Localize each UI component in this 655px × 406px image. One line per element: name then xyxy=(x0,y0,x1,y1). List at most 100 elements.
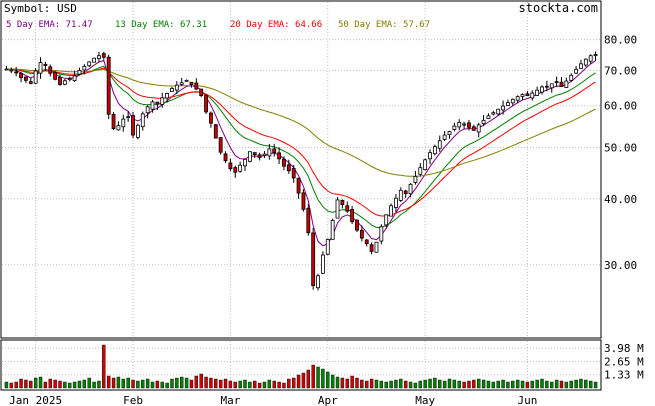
candle-body xyxy=(204,95,208,113)
candle-body xyxy=(442,134,447,140)
volume-bar xyxy=(394,379,398,389)
candle-body xyxy=(574,68,578,74)
candle-body xyxy=(369,244,374,252)
volume-bar xyxy=(447,378,452,389)
candle-body xyxy=(24,76,28,81)
volume-tick-label: 3.98 M xyxy=(604,342,644,355)
candle-body xyxy=(549,83,554,89)
candle-body xyxy=(520,94,525,97)
volume-bar xyxy=(423,379,427,389)
volume-bar xyxy=(408,381,413,389)
candle-body xyxy=(189,81,194,85)
candle-body xyxy=(306,207,311,234)
volume-bar xyxy=(262,381,267,389)
volume-bar xyxy=(180,376,184,389)
candle-body xyxy=(14,71,19,74)
volume-bar xyxy=(150,381,155,389)
candle-body xyxy=(359,230,364,239)
candle-body xyxy=(48,66,53,74)
volume-bar xyxy=(68,382,72,389)
date-tick-label: Jun xyxy=(517,394,537,406)
symbol-label: Symbol: USD xyxy=(4,2,77,15)
candle-body xyxy=(111,114,116,130)
volume-bar xyxy=(199,373,203,389)
candle-body xyxy=(476,124,481,133)
candle-body xyxy=(569,74,574,81)
candle-body xyxy=(165,93,170,99)
candle-body xyxy=(583,58,588,66)
candle-body xyxy=(564,80,569,88)
candle-body xyxy=(33,70,38,84)
candle-body xyxy=(209,112,213,124)
date-axis-labels: Jan 2025 Feb Mar Apr May Jun xyxy=(9,394,537,406)
date-tick-label: May xyxy=(415,394,435,406)
volume-bar xyxy=(136,380,140,389)
volume-bar xyxy=(253,380,257,389)
volume-bar xyxy=(457,380,461,389)
candle-body xyxy=(228,162,233,170)
candle-body xyxy=(257,154,262,158)
brand-label[interactable]: stockta.com xyxy=(519,1,598,15)
candle-body xyxy=(554,81,559,83)
candle-body xyxy=(525,93,530,96)
volume-bar xyxy=(413,382,418,389)
volume-bar xyxy=(272,380,276,389)
volume-bar xyxy=(326,371,330,389)
candle-body xyxy=(92,57,96,63)
grid-lines xyxy=(2,2,600,389)
volume-bar xyxy=(550,381,554,389)
volume-bar xyxy=(170,378,174,389)
date-tick-label: Mar xyxy=(220,394,240,406)
candle-body xyxy=(510,98,515,104)
volume-bar xyxy=(554,379,559,389)
candle-body xyxy=(67,78,72,81)
volume-bar xyxy=(588,380,593,389)
volume-bar xyxy=(481,379,486,389)
volume-bar xyxy=(102,344,106,389)
volume-bar xyxy=(165,382,169,389)
candle-body xyxy=(364,239,369,245)
candle-body xyxy=(160,97,165,105)
volume-bar xyxy=(291,377,296,389)
candle-body xyxy=(199,88,204,96)
volume-bar xyxy=(365,380,369,389)
candle-body xyxy=(330,220,335,240)
price-tick-label: 40.00 xyxy=(604,193,637,206)
volume-bar xyxy=(321,368,325,389)
volume-bar xyxy=(520,380,525,389)
candle-body xyxy=(398,189,403,201)
candle-body xyxy=(316,275,320,289)
candle-body xyxy=(501,105,505,111)
volume-bar xyxy=(92,381,96,389)
candle-body xyxy=(340,200,345,205)
candle-body xyxy=(389,205,393,217)
volume-bar xyxy=(87,377,91,389)
volume-bar xyxy=(569,380,573,389)
volume-bar xyxy=(438,379,442,389)
volume-bar xyxy=(491,381,496,389)
candle-body xyxy=(62,80,67,85)
candle-body xyxy=(145,106,150,114)
candle-body xyxy=(462,123,467,126)
candle-body xyxy=(53,72,58,80)
candle-body xyxy=(82,66,87,71)
volume-bar xyxy=(345,378,349,389)
volume-bar xyxy=(243,379,247,389)
candle-body xyxy=(106,56,111,115)
legend-50day-label: 50 Day EMA: 57.67 xyxy=(338,20,430,30)
volume-bar xyxy=(4,381,9,389)
ema-line-13day xyxy=(6,65,596,229)
volume-panel-frame xyxy=(0,339,602,391)
volume-bar xyxy=(277,381,281,389)
volume-bar xyxy=(428,378,432,389)
candle-body xyxy=(403,190,408,195)
volume-bar xyxy=(452,379,457,389)
candle-body xyxy=(471,126,476,131)
candle-body xyxy=(213,124,218,139)
candle-body xyxy=(121,118,126,128)
price-tick-label: 60.00 xyxy=(604,100,637,113)
volume-bar xyxy=(540,378,544,389)
date-tick-label: Feb xyxy=(123,394,143,406)
candle-body xyxy=(238,164,243,172)
price-axis-labels: 80.00 70.00 60.00 50.00 40.00 30.00 xyxy=(604,34,637,272)
